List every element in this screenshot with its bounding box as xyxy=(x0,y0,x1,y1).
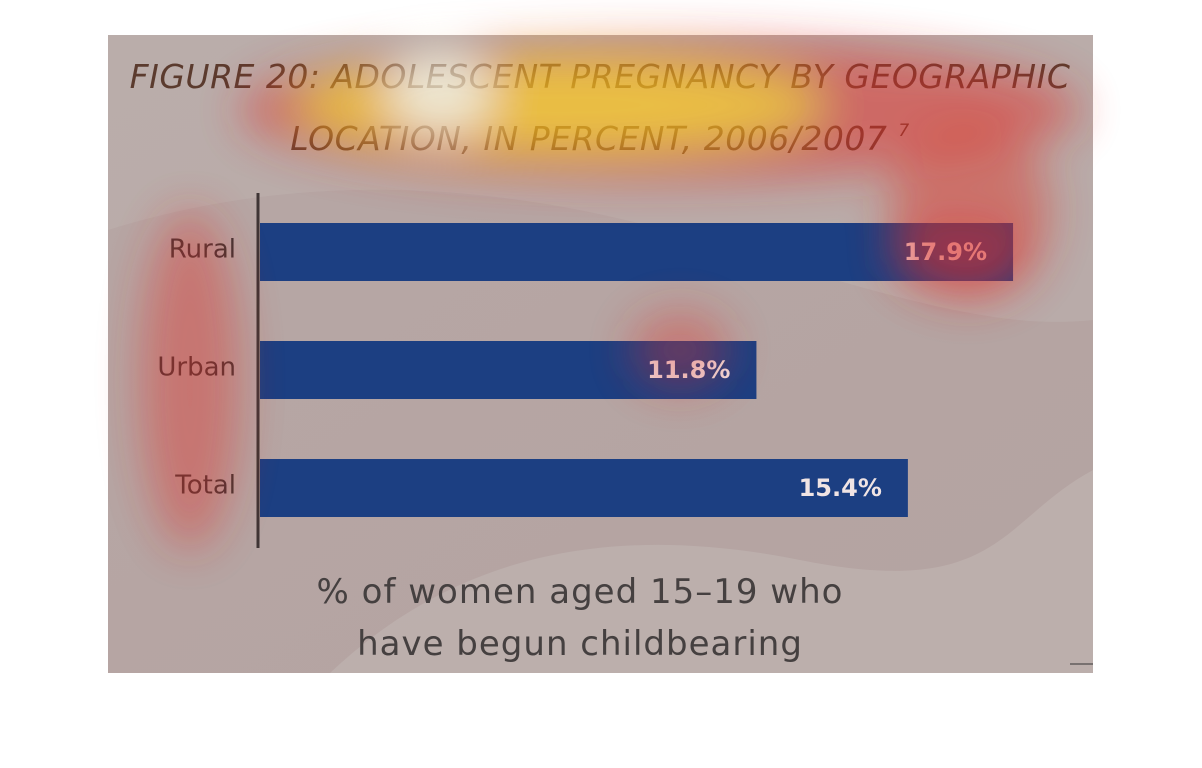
bar xyxy=(260,223,1014,281)
data-label: 11.8% xyxy=(647,356,730,384)
chart-title: FIGURE 20: ADOLESCENT PREGNANCY BY GEOGR… xyxy=(129,57,1071,158)
y-tick-label: Total xyxy=(174,471,236,501)
bar xyxy=(260,459,908,517)
data-label: 17.9% xyxy=(904,238,987,266)
y-tick-label: Rural xyxy=(169,235,236,265)
chart-title-box: FIGURE 20: ADOLESCENT PREGNANCY BY GEOGR… xyxy=(120,50,1080,166)
x-axis-label: % of women aged 15–19 who have begun chi… xyxy=(316,572,844,664)
background-wave xyxy=(330,470,1093,673)
data-label: 15.4% xyxy=(799,474,882,502)
y-tick-label: Urban xyxy=(157,353,236,383)
footnote-mark: 7 xyxy=(898,121,910,141)
